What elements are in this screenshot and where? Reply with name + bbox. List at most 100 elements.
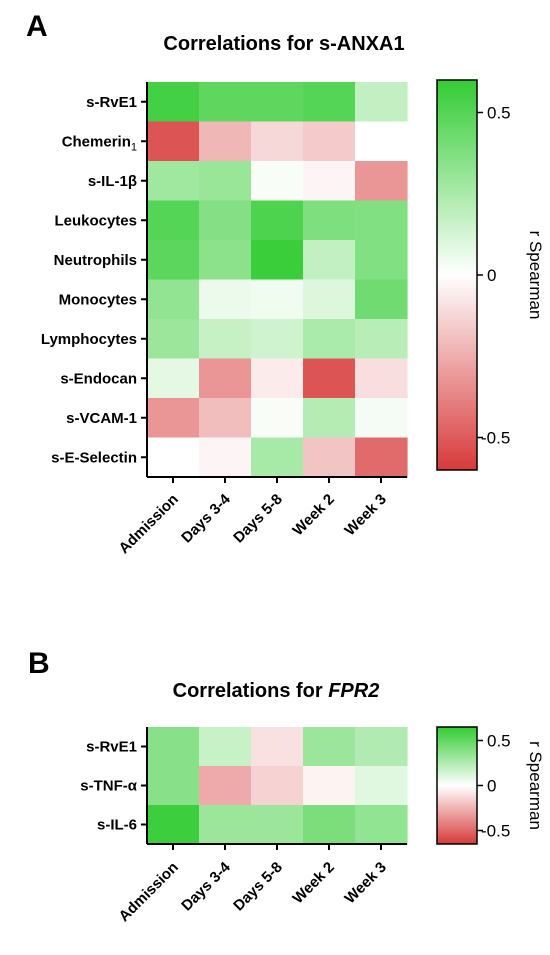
colorbar-tick-label-b-0: 0 xyxy=(487,777,496,796)
column-label-b-week-2: Week 2 xyxy=(289,859,337,907)
heatmap-cell-a-monocytes-week-3 xyxy=(355,279,408,320)
heatmap-cell-a-chemerin-days-3-4 xyxy=(199,121,252,162)
colorbar-tick-label-a-0-5: -0.5 xyxy=(481,429,510,448)
row-label-a-s-il-1: s-IL-1β xyxy=(88,173,137,190)
heatmap-cell-b-s-tnf-days-5-8 xyxy=(251,766,304,806)
colorbar-label-a: r Spearman xyxy=(526,231,545,320)
heatmap-cell-a-s-rve1-admission xyxy=(147,82,200,123)
heatmap-cell-a-s-endocan-days-3-4 xyxy=(199,358,252,399)
heatmap-cell-a-s-e-selectin-week-3 xyxy=(355,437,408,478)
heatmap-cell-a-chemerin-week-3 xyxy=(355,121,408,162)
row-label-a-s-rve1: s-RvE1 xyxy=(86,94,137,111)
heatmap-cell-a-lymphocytes-admission xyxy=(147,319,200,360)
heatmap-cell-b-s-tnf-days-3-4 xyxy=(199,766,252,806)
column-label-a-days-5-8: Days 5-8 xyxy=(230,491,286,547)
heatmap-cell-a-monocytes-days-5-8 xyxy=(251,279,304,320)
row-label-a-neutrophils: Neutrophils xyxy=(54,252,137,269)
heatmap-cell-a-s-endocan-week-2 xyxy=(303,358,356,399)
heatmap-cell-a-neutrophils-days-5-8 xyxy=(251,240,304,281)
heatmap-cell-a-s-vcam-1-admission xyxy=(147,398,200,439)
colorbar-b: 0.5 0 -0.5 r Spearman xyxy=(436,726,545,845)
heatmap-cell-a-monocytes-days-3-4 xyxy=(199,279,252,320)
chart-title-a: Correlations for s-ANXA1 xyxy=(163,33,404,55)
heatmap-cell-b-s-rve1-week-3 xyxy=(355,727,408,767)
heatmap-cell-b-s-rve1-days-5-8 xyxy=(251,727,304,767)
heatmap-cell-b-s-tnf-admission xyxy=(147,766,200,806)
heatmap-cell-a-s-rve1-week-3 xyxy=(355,82,408,123)
column-label-b-week-3: Week 3 xyxy=(341,859,389,907)
heatmap-cell-a-chemerin-days-5-8 xyxy=(251,121,304,162)
heatmap-cell-b-s-il-6-admission xyxy=(147,805,200,845)
heatmap-cell-a-neutrophils-days-3-4 xyxy=(199,240,252,281)
row-label-b-s-rve1: s-RvE1 xyxy=(86,739,137,756)
heatmap-cell-a-leukocytes-week-2 xyxy=(303,200,356,241)
colorbar-tick-label-b-0-5: 0.5 xyxy=(487,732,511,751)
heatmap-cell-b-s-il-6-days-5-8 xyxy=(251,805,304,845)
row-label-a-leukocytes: Leukocytes xyxy=(54,212,137,229)
heatmap-cell-a-neutrophils-admission xyxy=(147,240,200,281)
heatmap-cell-a-lymphocytes-days-5-8 xyxy=(251,319,304,360)
heatmap-cell-a-leukocytes-days-3-4 xyxy=(199,200,252,241)
heatmap-cell-a-neutrophils-week-3 xyxy=(355,240,408,281)
heatmap-cell-a-s-endocan-week-3 xyxy=(355,358,408,399)
heatmap-cell-a-s-il-1-days-5-8 xyxy=(251,161,304,202)
colorbar-tick-label-b-0-5: -0.5 xyxy=(481,822,510,841)
row-label-a-monocytes: Monocytes xyxy=(59,291,137,308)
heatmap-cell-a-chemerin-week-2 xyxy=(303,121,356,162)
row-label-a-s-endocan: s-Endocan xyxy=(60,370,137,387)
heatmap-cell-b-s-tnf-week-2 xyxy=(303,766,356,806)
row-label-a-s-vcam-1: s-VCAM-1 xyxy=(66,410,137,427)
column-label-b-days-3-4: Days 3-4 xyxy=(178,858,234,914)
colorbar-label-b: r Spearman xyxy=(526,741,545,830)
colorbar-a: 0.5 0 -0.5 r Spearman xyxy=(436,79,545,471)
heatmap-cell-b-s-tnf-week-3 xyxy=(355,766,408,806)
chart-title-b: Correlations for FPR2 xyxy=(173,680,380,702)
row-label-a-chemerin: Chemerin1 xyxy=(62,133,137,153)
heatmap-cell-a-monocytes-admission xyxy=(147,279,200,320)
heatmap-cell-a-leukocytes-days-5-8 xyxy=(251,200,304,241)
heatmap-cell-a-s-il-1-admission xyxy=(147,161,200,202)
heatmap-cell-a-leukocytes-admission xyxy=(147,200,200,241)
heatmap-cell-a-leukocytes-week-3 xyxy=(355,200,408,241)
heatmap-cell-a-s-endocan-days-5-8 xyxy=(251,358,304,399)
heatmap-cell-a-s-vcam-1-week-2 xyxy=(303,398,356,439)
column-label-b-days-5-8: Days 5-8 xyxy=(230,859,286,915)
column-label-a-week-2: Week 2 xyxy=(289,491,337,539)
row-label-a-lymphocytes: Lymphocytes xyxy=(41,331,137,348)
heatmap-cell-a-s-vcam-1-days-5-8 xyxy=(251,398,304,439)
heatmap-cell-a-s-il-1-days-3-4 xyxy=(199,161,252,202)
column-label-a-week-3: Week 3 xyxy=(341,491,389,539)
heatmap-cell-a-s-e-selectin-days-5-8 xyxy=(251,437,304,478)
heatmap-cell-a-s-vcam-1-week-3 xyxy=(355,398,408,439)
heatmap-cell-b-s-il-6-days-3-4 xyxy=(199,805,252,845)
heatmap-cell-a-s-e-selectin-admission xyxy=(147,437,200,478)
heatmap-cell-b-s-rve1-admission xyxy=(147,727,200,767)
heatmap-cell-a-lymphocytes-week-2 xyxy=(303,319,356,360)
heatmap-cell-b-s-il-6-week-3 xyxy=(355,805,408,845)
heatmap-a: s-RvE1 Chemerin1 s-IL-1β Leukocytes Neutroph… xyxy=(41,82,408,557)
colorbar-tick-label-a-0: 0 xyxy=(487,266,496,285)
heatmap-cell-a-neutrophils-week-2 xyxy=(303,240,356,281)
column-label-a-admission: Admission xyxy=(116,491,182,557)
row-label-b-s-il-6: s-IL-6 xyxy=(97,817,137,834)
heatmap-cell-a-s-vcam-1-days-3-4 xyxy=(199,398,252,439)
column-label-b-admission: Admission xyxy=(116,859,182,925)
heatmap-cell-a-chemerin-admission xyxy=(147,121,200,162)
heatmap-cell-b-s-il-6-week-2 xyxy=(303,805,356,845)
heatmap-cell-a-lymphocytes-days-3-4 xyxy=(199,319,252,360)
heatmap-cell-a-s-il-1-week-3 xyxy=(355,161,408,202)
heatmap-cell-a-s-rve1-week-2 xyxy=(303,82,356,123)
heatmap-cell-b-s-rve1-days-3-4 xyxy=(199,727,252,767)
row-label-a-s-e-selectin: s-E-Selectin xyxy=(51,449,137,466)
row-label-b-s-tnf: s-TNF-α xyxy=(80,778,137,795)
heatmap-cell-a-s-e-selectin-days-3-4 xyxy=(199,437,252,478)
colorbar-tick-label-a-0-5: 0.5 xyxy=(487,104,511,123)
heatmap-cell-a-s-rve1-days-3-4 xyxy=(199,82,252,123)
heatmap-cell-a-s-e-selectin-week-2 xyxy=(303,437,356,478)
heatmap-cell-b-s-rve1-week-2 xyxy=(303,727,356,767)
heatmap-cell-a-s-rve1-days-5-8 xyxy=(251,82,304,123)
panel-letter-b: B xyxy=(28,647,50,680)
heatmap-cell-a-monocytes-week-2 xyxy=(303,279,356,320)
